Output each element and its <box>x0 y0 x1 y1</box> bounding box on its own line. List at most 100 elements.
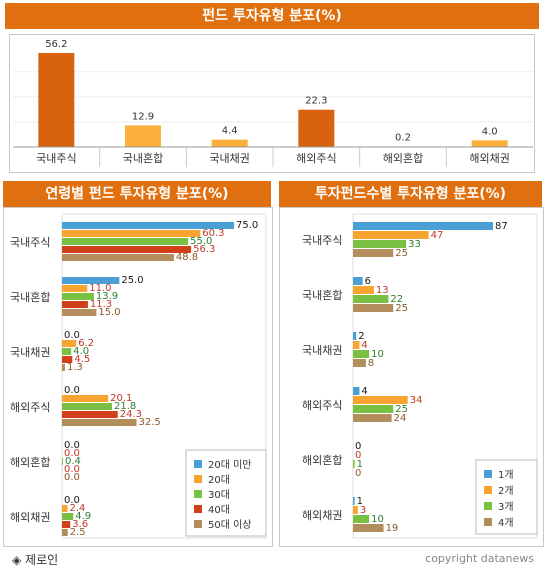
age-bar-value-label: 21.8 <box>114 401 136 412</box>
top-bar-value-label: 4.4 <box>222 126 238 137</box>
fund-count-bar-value-label: 22 <box>390 294 403 305</box>
age-bar-4-3 <box>62 403 112 410</box>
fund-count-bar-3-4 <box>353 359 366 367</box>
fund-count-bar-2-4 <box>353 304 394 312</box>
age-bar-value-label: 0.0 <box>64 385 80 396</box>
age-bar-2-2 <box>62 285 88 292</box>
age-bar-4-2 <box>62 395 109 402</box>
age-bar-1-2 <box>62 230 201 237</box>
fund-count-category-label: 해외혼합 <box>302 453 342 467</box>
fund-count-bar-value-label: 24 <box>394 413 407 424</box>
fund-count-bar-value-label: 10 <box>371 349 384 360</box>
age-bar-value-label: 0.0 <box>64 464 80 475</box>
fund-count-bar-value-label: 34 <box>410 395 423 406</box>
fund-count-category-label: 해외주식 <box>302 398 342 412</box>
age-bar-4-4 <box>62 411 118 418</box>
fund-count-bar-4-3 <box>353 405 394 413</box>
fund-count-bar-value-label: 0 <box>355 441 361 452</box>
age-bar-value-label: 55.0 <box>190 236 212 247</box>
fund-count-bar-value-label: 1 <box>357 496 363 507</box>
fund-count-bar-4-1 <box>353 387 360 395</box>
fund-count-bar-value-label: 87 <box>495 221 508 232</box>
age-plot-frame <box>61 213 267 539</box>
fund-count-legend-swatch <box>484 470 492 478</box>
age-bar-3-4 <box>62 356 73 363</box>
age-bar-value-label: 0.4 <box>65 456 81 467</box>
fund-count-bar-6-1 <box>353 497 355 505</box>
fund-count-legend-label: 2개 <box>498 485 514 497</box>
age-bar-6-5 <box>62 529 68 536</box>
fund-count-bar-value-label: 1 <box>357 459 363 470</box>
age-bar-value-label: 0.0 <box>64 330 80 341</box>
age-bar-6-2 <box>62 505 68 512</box>
fund-count-bar-value-label: 33 <box>408 239 421 250</box>
fund-count-bar-value-label: 8 <box>368 358 374 369</box>
top-x-tick-label: 해외혼합 <box>383 151 423 165</box>
age-legend-swatch <box>194 490 202 498</box>
fund-count-bar-value-label: 4 <box>361 340 367 351</box>
age-bar-value-label: 0.0 <box>64 448 80 459</box>
age-category-label: 해외채권 <box>10 510 50 524</box>
top-bar-2 <box>125 125 161 147</box>
fund-count-bar-value-label: 25 <box>395 248 408 259</box>
top-x-tick-label: 국내채권 <box>209 152 249 165</box>
fund-count-bar-1-2 <box>353 231 429 239</box>
age-legend-label: 40대 <box>208 504 230 516</box>
fund-count-bar-6-3 <box>353 515 370 523</box>
source-label: ◈ 제로인 <box>12 553 59 567</box>
age-bar-4-5 <box>62 419 137 426</box>
top-x-tick-label: 해외채권 <box>469 151 509 165</box>
fund-count-bar-1-4 <box>353 249 394 257</box>
age-bar-1-4 <box>62 246 192 253</box>
fund-count-category-label: 국내채권 <box>302 344 342 357</box>
age-legend-label: 50대 이상 <box>208 519 252 531</box>
fund-count-legend-label: 3개 <box>498 501 514 513</box>
age-bar-value-label: 3.6 <box>72 519 88 530</box>
age-bar-2-5 <box>62 309 97 316</box>
fund-count-bar-6-4 <box>353 524 384 532</box>
age-bar-value-label: 1.3 <box>67 362 83 373</box>
age-bar-1-5 <box>62 254 174 261</box>
top-x-tick-label: 국내주식 <box>36 152 76 165</box>
age-category-label: 국내채권 <box>10 346 50 359</box>
fund-count-bar-value-label: 0 <box>355 468 361 479</box>
fund-count-bar-3-1 <box>353 332 357 340</box>
top-bar-value-label: 0.2 <box>395 133 411 144</box>
fund-count-bar-value-label: 13 <box>376 285 389 296</box>
age-bar-value-label: 0.0 <box>64 440 80 451</box>
fund-count-bar-value-label: 25 <box>395 404 408 415</box>
age-bar-value-label: 75.0 <box>236 220 258 231</box>
top-chart-title: 펀드 투자유형 분포(%) <box>5 3 539 29</box>
age-bar-2-3 <box>62 293 94 300</box>
fund-count-bar-value-label: 10 <box>371 514 384 525</box>
age-bar-value-label: 60.3 <box>202 228 224 239</box>
age-bar-value-label: 25.0 <box>121 275 143 286</box>
top-bar-value-label: 56.2 <box>45 39 67 50</box>
fund-count-bar-value-label: 3 <box>360 505 366 516</box>
fund-count-bar-3-3 <box>353 350 370 358</box>
fund-count-category-label: 국내혼합 <box>302 289 342 302</box>
top-bar-4 <box>298 109 335 147</box>
age-bar-6-4 <box>62 521 71 528</box>
age-bar-value-label: 20.1 <box>110 393 132 404</box>
top-x-tick-label: 해외주식 <box>296 151 336 165</box>
fund-count-legend-swatch <box>484 518 492 526</box>
copyright-label: copyright datanews <box>425 552 534 565</box>
top-x-tick-label: 국내혼합 <box>123 152 163 165</box>
age-legend-swatch <box>194 475 202 483</box>
age-bar-3-5 <box>62 364 65 371</box>
top-bar-value-label: 12.9 <box>132 111 154 122</box>
fund-count-legend-swatch <box>484 486 492 494</box>
age-bar-value-label: 2.4 <box>70 503 86 514</box>
age-bar-value-label: 56.3 <box>193 244 215 255</box>
fund-count-bar-5-3 <box>353 460 355 468</box>
age-bar-6-3 <box>62 513 74 520</box>
age-bar-value-label: 4.0 <box>73 346 89 357</box>
age-bar-value-label: 32.5 <box>139 417 161 428</box>
top-bar-1 <box>38 53 75 147</box>
fund-count-category-label: 해외채권 <box>302 508 342 522</box>
age-legend-swatch <box>194 505 202 513</box>
age-bar-value-label: 24.3 <box>120 409 142 420</box>
fund-count-bar-value-label: 47 <box>431 230 444 241</box>
